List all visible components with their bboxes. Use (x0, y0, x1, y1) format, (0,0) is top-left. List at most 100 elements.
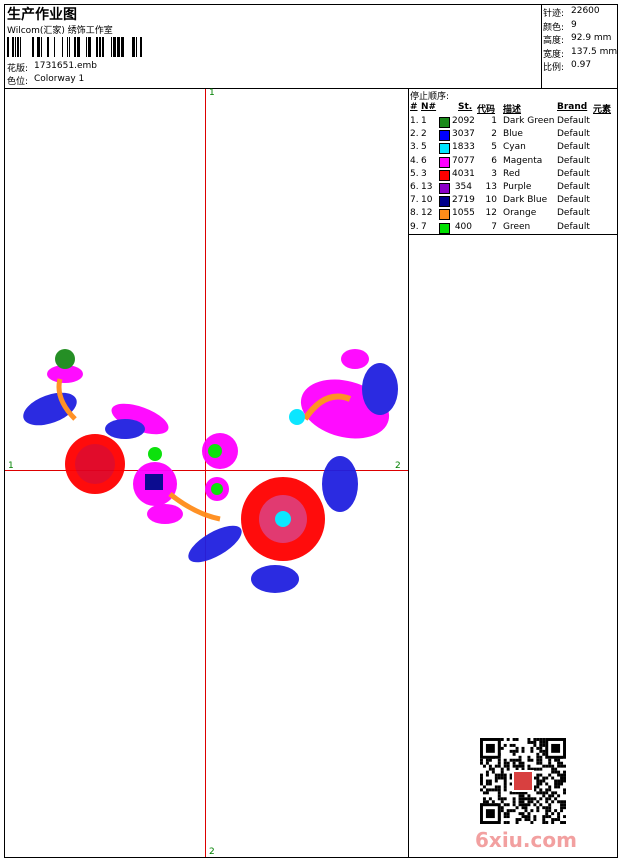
pattern-cell (497, 797, 501, 801)
pattern-cell (488, 782, 492, 786)
pattern-cell (485, 779, 489, 783)
border (4, 4, 5, 858)
pattern-cell (545, 782, 549, 786)
pattern-cell (74, 37, 76, 57)
pattern-cell (563, 803, 566, 807)
swatch (439, 209, 450, 221)
pattern-cell (542, 806, 546, 810)
pattern-cell (551, 764, 555, 768)
embroidery (23, 349, 398, 593)
stat-label: 宽度: (543, 49, 565, 60)
pattern-cell (515, 767, 519, 771)
pattern-cell (554, 767, 558, 771)
pattern-cell (542, 821, 546, 824)
pattern-cell (15, 37, 16, 57)
pattern-cell (20, 37, 21, 57)
pattern-cell (545, 821, 549, 824)
cross-label: 1 (8, 461, 14, 471)
pattern-cell (488, 779, 492, 783)
pattern-cell (542, 752, 546, 756)
pattern-cell (521, 815, 525, 819)
pattern-cell (506, 764, 510, 768)
pattern-cell (551, 794, 555, 798)
swatch (439, 222, 450, 234)
pattern-cell (488, 767, 492, 771)
pattern-cell (536, 782, 540, 786)
pattern-cell (503, 788, 507, 792)
crosshair-h (5, 470, 408, 471)
pattern-cell (563, 776, 566, 780)
pattern-cell (518, 812, 522, 816)
pattern-cell (521, 767, 525, 771)
pattern-cell (527, 818, 531, 822)
row-index: 2. (410, 129, 419, 140)
crosshair-v (205, 89, 206, 857)
pattern-cell (521, 761, 525, 765)
pattern-cell (530, 797, 534, 801)
pattern-cell (515, 818, 519, 822)
pattern-cell (527, 800, 531, 804)
pattern-cell (542, 794, 546, 798)
pattern-cell (506, 815, 510, 819)
pattern-cell (548, 806, 552, 810)
pattern-cell (557, 770, 561, 774)
pattern-cell (554, 770, 558, 774)
design-label: 花版: (7, 64, 29, 74)
pattern-cell (500, 776, 504, 780)
pattern-cell (524, 815, 528, 819)
row-index: 5. (410, 168, 419, 179)
pattern-cell (480, 776, 483, 780)
pattern-cell (563, 788, 566, 792)
pattern-cell (548, 803, 552, 807)
pattern-cell (548, 815, 552, 819)
pattern-cell (518, 758, 522, 762)
pattern-cell (512, 743, 516, 747)
pattern-cell (539, 738, 543, 741)
pattern-cell (518, 755, 522, 759)
pattern-cell (515, 791, 519, 795)
stat-value: 0.97 (571, 60, 592, 70)
pattern-cell (548, 788, 552, 792)
pattern-cell (7, 37, 9, 57)
row-code: 3 (491, 168, 497, 179)
column-header: # (410, 102, 418, 112)
pattern-cell (542, 749, 546, 753)
pattern-cell (539, 767, 543, 771)
pattern-cell (551, 821, 555, 824)
pattern-cell (491, 767, 495, 771)
row-needle: 7 (421, 221, 427, 232)
pattern-cell (512, 758, 516, 762)
pattern-cell (527, 794, 531, 798)
pattern-cell (557, 815, 561, 819)
pattern-cell (506, 812, 510, 816)
pattern-cell (494, 776, 498, 780)
pattern-cell (557, 758, 561, 762)
pattern-cell (524, 806, 528, 810)
pattern-cell (551, 791, 555, 795)
pattern-cell (485, 782, 489, 786)
pattern-cell (503, 785, 507, 789)
pattern-cell (560, 800, 564, 804)
pattern-cell (542, 791, 546, 795)
colorway-label: 色位: (7, 77, 29, 87)
pattern-cell (491, 788, 495, 792)
pattern-cell (521, 800, 525, 804)
pattern-cell (518, 764, 522, 768)
row-stitches: 7077 (452, 155, 475, 166)
pattern-cell (557, 812, 561, 816)
pattern-cell (509, 749, 513, 753)
pattern-cell (542, 779, 546, 783)
pattern-cell (512, 791, 516, 795)
pattern-cell (539, 755, 543, 759)
pattern-cell (563, 779, 566, 783)
pattern-cell (518, 761, 522, 765)
pattern-cell (557, 800, 561, 804)
pattern-cell (554, 791, 558, 795)
pattern-cell (560, 806, 564, 810)
pattern-cell (497, 776, 501, 780)
pattern-cell (500, 767, 504, 771)
pattern-cell (551, 800, 555, 804)
pattern-cell (515, 758, 519, 762)
pattern-cell (503, 815, 507, 819)
row-code: 7 (491, 221, 497, 232)
